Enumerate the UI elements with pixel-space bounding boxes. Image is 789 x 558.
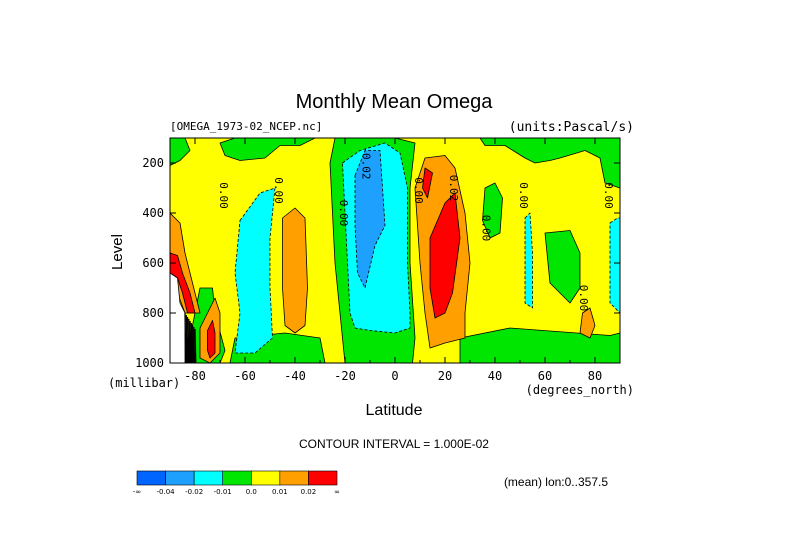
x-axis: -80 -60 -40 -20 0 20 40 60 80 <box>169 138 621 383</box>
contour-region-20 <box>422 167 433 199</box>
contour-region-14 <box>354 150 386 289</box>
colorbar-label: -∞ <box>133 488 141 496</box>
contour-region-13 <box>609 217 620 314</box>
contour-label: 0.00 <box>412 177 425 204</box>
steep-contour-line <box>190 322 193 363</box>
contour-region-10 <box>234 187 276 354</box>
plot-area <box>170 138 620 363</box>
x-axis-label: Latitude <box>366 402 423 419</box>
steep-contour-line <box>194 328 197 363</box>
x-tick-label: -60 <box>234 369 256 383</box>
x-tick-label: 0 <box>391 369 398 383</box>
x-tick-label: 80 <box>588 369 602 383</box>
x-tick-label: 60 <box>538 369 552 383</box>
steep-contour-line <box>191 324 194 363</box>
contour-region-8 <box>482 182 503 239</box>
colorbar-swatch <box>222 470 252 486</box>
colorbar-swatch <box>165 470 195 486</box>
x-tick-label: -40 <box>284 369 306 383</box>
contour-region-4 <box>479 138 620 189</box>
subset-text: (mean) lon:0..357.5 <box>504 475 608 489</box>
steep-contour-line <box>186 316 189 363</box>
units-label: (units:Pascal/s) <box>509 120 634 135</box>
contour-label: 0.02 <box>447 175 460 202</box>
contour-region-19 <box>579 307 596 339</box>
contour-label: 0.00 <box>577 285 590 312</box>
colorbar-label: -0.04 <box>157 488 176 496</box>
y-tick-label: 1000 <box>135 356 164 370</box>
y-tick-label: 800 <box>142 306 164 320</box>
colorbar-label: -0.02 <box>185 488 203 496</box>
contour-label: 0.00 <box>517 182 530 209</box>
chart-title: Monthly Mean Omega <box>296 91 494 113</box>
contour-region-2 <box>219 138 316 161</box>
steep-contour-line <box>185 314 188 363</box>
steep-contour-line <box>193 326 196 363</box>
steep-contour-line <box>189 320 192 363</box>
dataset-label: [OMEGA_1973-02_NCEP.nc] <box>170 120 322 133</box>
contour-label: -0.02 <box>360 146 373 179</box>
x-tick-label: 40 <box>488 369 502 383</box>
x-units-label: (degrees_north) <box>526 383 634 397</box>
contour-region-21 <box>429 192 461 319</box>
colorbar-label: -0.01 <box>214 488 232 496</box>
contour-label: 0.00 <box>337 200 350 227</box>
y-tick-label: 600 <box>142 256 164 270</box>
contour-labels: 0.00 0.00 0.00 -0.02 0.00 0.02 0.00 0.00 0.00 0.0… <box>217 146 615 311</box>
y-tick-label: 200 <box>142 156 164 170</box>
contour-interval-text: CONTOUR INTERVAL = 1.000E-02 <box>299 437 489 451</box>
x-tick-label: 20 <box>438 369 452 383</box>
colorbar-label: 0.01 <box>272 488 288 496</box>
contour-region-16 <box>282 207 308 334</box>
contour-region-23 <box>207 320 216 359</box>
y-tick-label: 400 <box>142 206 164 220</box>
colorbar-label: 0.02 <box>301 488 317 496</box>
contour-label: 0.00 <box>272 177 285 204</box>
colorbar-swatch <box>250 470 281 486</box>
y-axis: 200 400 600 800 1000 <box>135 156 620 370</box>
contour-label: 0.00 <box>480 215 493 242</box>
colorbar-swatch <box>308 470 338 486</box>
y-units-label: (millibar) <box>108 376 180 390</box>
contour-region-1 <box>170 138 191 166</box>
x-tick-label: -80 <box>184 369 206 383</box>
colorbar-swatch <box>279 470 309 486</box>
contour-region-7 <box>459 327 620 363</box>
steep-contour-line <box>188 318 191 363</box>
colorbar-label: ∞ <box>334 488 340 496</box>
colorbar-swatch <box>193 470 224 486</box>
x-tick-label: -20 <box>334 369 356 383</box>
colorbar-label: 0.0 <box>246 488 257 496</box>
colorbar: -∞ -0.04 -0.02 -0.01 0.0 0.01 0.02 ∞ <box>133 470 340 496</box>
steep-contour-line <box>184 312 187 363</box>
contour-label: 0.00 <box>602 182 615 209</box>
y-axis-label: Level <box>109 234 126 270</box>
contour-label: 0.00 <box>217 182 230 209</box>
colorbar-swatch <box>136 470 166 486</box>
contour-region-9 <box>544 230 581 304</box>
contour-region-12 <box>524 212 533 309</box>
